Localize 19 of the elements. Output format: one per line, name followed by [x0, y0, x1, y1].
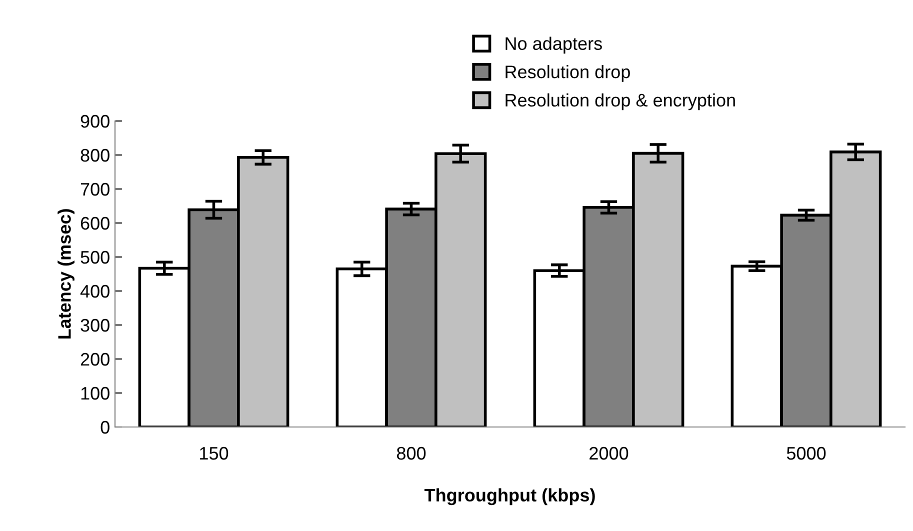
- y-tick-label: 0: [100, 420, 110, 434]
- y-tick-label: 700: [80, 182, 110, 196]
- x-tick-label: 2000: [590, 446, 628, 460]
- y-axis-title: Latency (msec): [58, 209, 74, 339]
- legend-label: Resolution drop & encryption: [506, 93, 735, 110]
- y-tick-label: 500: [80, 250, 110, 264]
- y-tick-label: 100: [81, 386, 110, 400]
- y-tick-label: 600: [80, 216, 110, 230]
- x-axis-title: Thgroughput (kbps): [424, 488, 595, 506]
- legend-label: Resolution drop: [506, 65, 630, 82]
- y-tick-label: 800: [80, 148, 110, 162]
- x-tick-label: 800: [396, 446, 426, 460]
- y-tick-label: 200: [80, 352, 110, 366]
- legend-label: No adapters: [506, 36, 602, 54]
- y-tick-label: 900: [80, 114, 110, 128]
- x-tick-label: 150: [200, 446, 228, 460]
- y-tick-label: 400: [80, 284, 110, 298]
- x-tick-label: 5000: [786, 446, 826, 460]
- y-tick-label: 300: [80, 318, 110, 332]
